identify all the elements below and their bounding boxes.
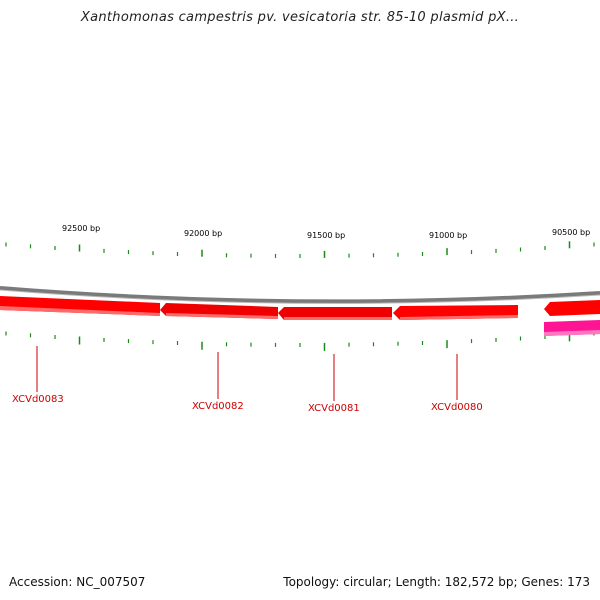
gene-label-xcvd0083[interactable]: XCVd0083 xyxy=(12,394,64,405)
scale-label-92500: 92500 bp xyxy=(62,224,100,233)
gene-arrow-xcvd0082[interactable] xyxy=(160,303,278,319)
scale-label-91000: 91000 bp xyxy=(429,231,467,240)
gene-label-xcvd0081[interactable]: XCVd0081 xyxy=(308,403,360,414)
gene-arrow-xcvd0083[interactable] xyxy=(0,296,160,316)
gene-arrow-highlighted[interactable] xyxy=(544,320,600,336)
summary-text: Topology: circular; Length: 182,572 bp; … xyxy=(283,575,590,589)
gene-arrow-xcvd0080[interactable] xyxy=(393,305,518,320)
inner-tick-row xyxy=(5,331,595,351)
scale-label-90500: 90500 bp xyxy=(552,228,590,237)
scale-label-92000: 92000 bp xyxy=(184,229,222,238)
gene-arrow-xcvd0081[interactable] xyxy=(278,307,392,320)
gene-label-xcvd0080[interactable]: XCVd0080 xyxy=(431,402,483,413)
outer-tick-row xyxy=(5,241,595,258)
map-title: Xanthomonas campestris pv. vesicatoria s… xyxy=(80,10,520,25)
gene-label-xcvd0082[interactable]: XCVd0082 xyxy=(192,401,244,412)
gene-arrow-partial[interactable] xyxy=(544,300,600,316)
accession-text: Accession: NC_007507 xyxy=(9,575,146,589)
plasmid-backbone xyxy=(0,286,600,304)
scale-label-91500: 91500 bp xyxy=(307,231,345,240)
